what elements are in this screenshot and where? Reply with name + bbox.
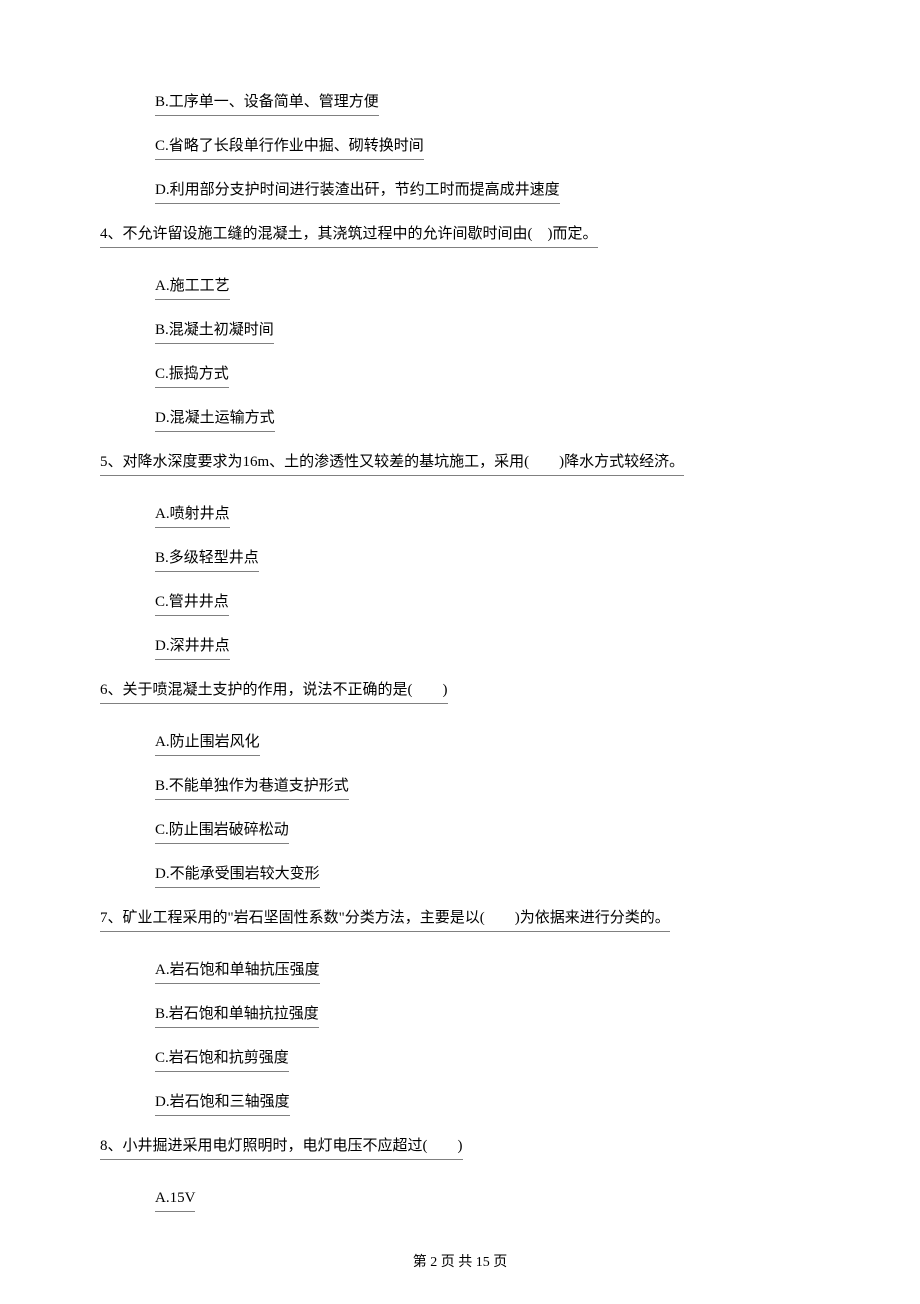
question-text: 6、关于喷混凝土支护的作用，说法不正确的是( ) [100, 678, 448, 704]
option-text: B.混凝土初凝时间 [155, 318, 274, 344]
option-text: B.不能单独作为巷道支护形式 [155, 774, 349, 800]
option-text: D.岩石饱和三轴强度 [155, 1090, 290, 1116]
option-text: C.省略了长段单行作业中掘、砌转换时间 [155, 134, 424, 160]
question-text: 5、对降水深度要求为16m、土的渗透性又较差的基坑施工，采用( )降水方式较经济… [100, 450, 684, 476]
option-text: B.工序单一、设备简单、管理方便 [155, 90, 379, 116]
option-text: C.岩石饱和抗剪强度 [155, 1046, 289, 1072]
question-text: 8、小井掘进采用电灯照明时，电灯电压不应超过( ) [100, 1134, 463, 1160]
option-text: B.多级轻型井点 [155, 546, 259, 572]
option-text: D.混凝土运输方式 [155, 406, 275, 432]
page-footer: 第 2 页 共 15 页 [100, 1252, 820, 1274]
option-text: A.15V [155, 1186, 195, 1212]
question-text: 7、矿业工程采用的"岩石坚固性系数"分类方法，主要是以( )为依据来进行分类的。 [100, 906, 670, 932]
option-text: D.不能承受围岩较大变形 [155, 862, 320, 888]
option-text: A.施工工艺 [155, 274, 230, 300]
option-text: B.岩石饱和单轴抗拉强度 [155, 1002, 319, 1028]
option-text: A.防止围岩风化 [155, 730, 260, 756]
option-text: C.管井井点 [155, 590, 229, 616]
option-text: C.振捣方式 [155, 362, 229, 388]
option-text: C.防止围岩破碎松动 [155, 818, 289, 844]
option-text: A.喷射井点 [155, 502, 230, 528]
option-text: A.岩石饱和单轴抗压强度 [155, 958, 320, 984]
option-text: D.深井井点 [155, 634, 230, 660]
option-text: D.利用部分支护时间进行装渣出矸，节约工时而提高成井速度 [155, 178, 560, 204]
question-text: 4、不允许留设施工缝的混凝土，其浇筑过程中的允许间歇时间由( )而定。 [100, 222, 598, 248]
